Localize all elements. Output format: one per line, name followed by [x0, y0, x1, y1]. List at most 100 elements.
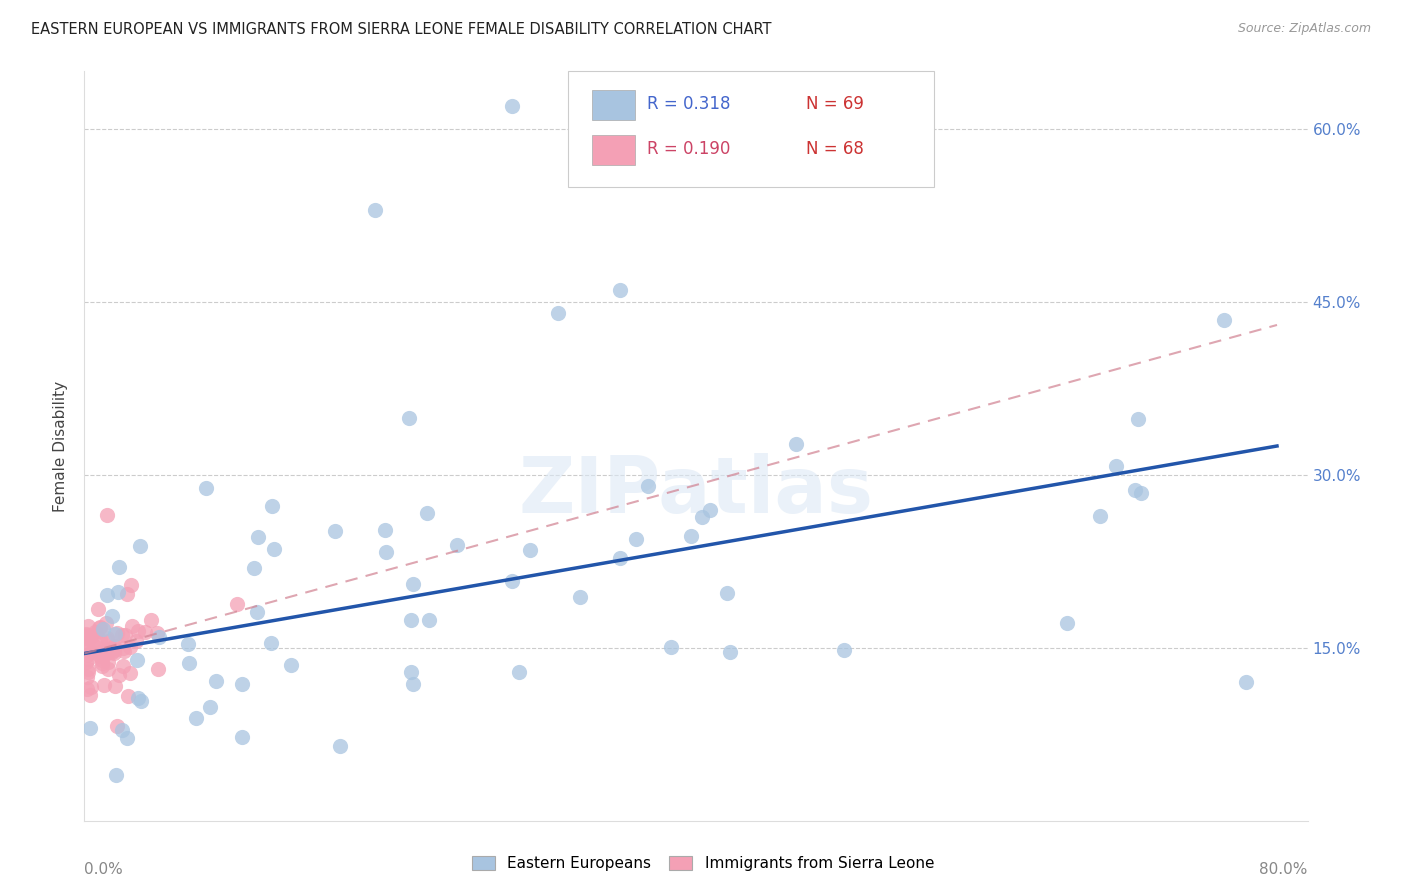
Point — [91, 658, 114, 673]
Point — [1126, 412, 1149, 426]
Point — [120, 578, 142, 592]
Point — [101, 645, 124, 659]
Point — [76, 670, 98, 684]
Point — [231, 677, 253, 691]
Point — [547, 306, 569, 320]
Point — [75, 627, 97, 641]
Point — [76, 640, 98, 655]
Point — [96, 616, 118, 631]
Point — [121, 618, 143, 632]
Legend: Eastern Europeans, Immigrants from Sierra Leone: Eastern Europeans, Immigrants from Sierr… — [465, 850, 941, 877]
Y-axis label: Female Disability: Female Disability — [53, 380, 69, 512]
Point — [89, 648, 111, 663]
Point — [111, 641, 134, 656]
Point — [118, 640, 141, 654]
Point — [75, 644, 97, 658]
Point — [446, 537, 468, 551]
Point — [1129, 486, 1152, 500]
Point — [716, 586, 738, 600]
Point — [609, 284, 631, 298]
Point — [115, 731, 138, 745]
Point — [76, 628, 98, 642]
Point — [114, 628, 136, 642]
Text: EASTERN EUROPEAN VS IMMIGRANTS FROM SIERRA LEONE FEMALE DISABILITY CORRELATION C: EASTERN EUROPEAN VS IMMIGRANTS FROM SIER… — [31, 22, 772, 37]
Point — [77, 662, 100, 676]
Point — [86, 640, 108, 654]
Point — [94, 645, 117, 659]
Point — [177, 657, 200, 671]
Point — [89, 645, 111, 659]
Point — [84, 626, 107, 640]
Text: Source: ZipAtlas.com: Source: ZipAtlas.com — [1237, 22, 1371, 36]
Point — [246, 530, 269, 544]
Point — [402, 677, 425, 691]
Point — [103, 641, 125, 656]
Bar — [592, 90, 636, 120]
Point — [91, 652, 114, 666]
Point — [1088, 508, 1111, 523]
Point — [104, 679, 127, 693]
Point — [76, 648, 98, 663]
Point — [1056, 616, 1078, 631]
Text: R = 0.318: R = 0.318 — [647, 95, 731, 112]
Point — [176, 637, 198, 651]
Point — [263, 541, 285, 556]
Point — [96, 508, 118, 523]
Point — [107, 585, 129, 599]
Point — [120, 665, 142, 680]
Point — [89, 633, 111, 648]
Point — [134, 624, 156, 639]
Point — [104, 627, 127, 641]
Point — [231, 730, 253, 744]
Bar — [592, 135, 636, 165]
Point — [127, 653, 149, 667]
Text: 80.0%: 80.0% — [1260, 862, 1308, 877]
Point — [87, 621, 110, 635]
Point — [416, 506, 439, 520]
Point — [84, 624, 107, 639]
Point — [100, 609, 122, 624]
Point — [375, 545, 398, 559]
Point — [699, 503, 721, 517]
Point — [280, 658, 302, 673]
Point — [624, 532, 647, 546]
Point — [79, 688, 101, 702]
Point — [93, 678, 115, 692]
Point — [77, 619, 100, 633]
Point — [834, 643, 856, 657]
Point — [246, 605, 269, 619]
Point — [87, 601, 110, 615]
Point — [105, 719, 128, 733]
Point — [568, 590, 591, 604]
Point — [97, 633, 120, 648]
Point — [97, 655, 120, 669]
Point — [401, 665, 423, 679]
Point — [96, 646, 118, 660]
Point — [107, 560, 129, 574]
Point — [108, 668, 131, 682]
Point — [609, 551, 631, 566]
Text: N = 68: N = 68 — [806, 139, 863, 158]
Point — [243, 561, 266, 575]
Point — [194, 481, 217, 495]
Point — [1212, 313, 1234, 327]
Point — [111, 628, 134, 642]
Point — [127, 624, 149, 639]
Point — [260, 499, 283, 513]
Point — [398, 410, 420, 425]
Text: N = 69: N = 69 — [806, 95, 863, 112]
Point — [115, 587, 138, 601]
Point — [77, 665, 100, 679]
Point — [374, 523, 396, 537]
Point — [91, 622, 114, 636]
Point — [96, 631, 118, 645]
Point — [111, 659, 134, 673]
Point — [205, 674, 228, 689]
Point — [323, 524, 346, 538]
Point — [103, 646, 125, 660]
Point — [1105, 459, 1128, 474]
Point — [97, 662, 120, 676]
Point — [785, 437, 807, 451]
Point — [226, 597, 249, 611]
Point — [79, 722, 101, 736]
